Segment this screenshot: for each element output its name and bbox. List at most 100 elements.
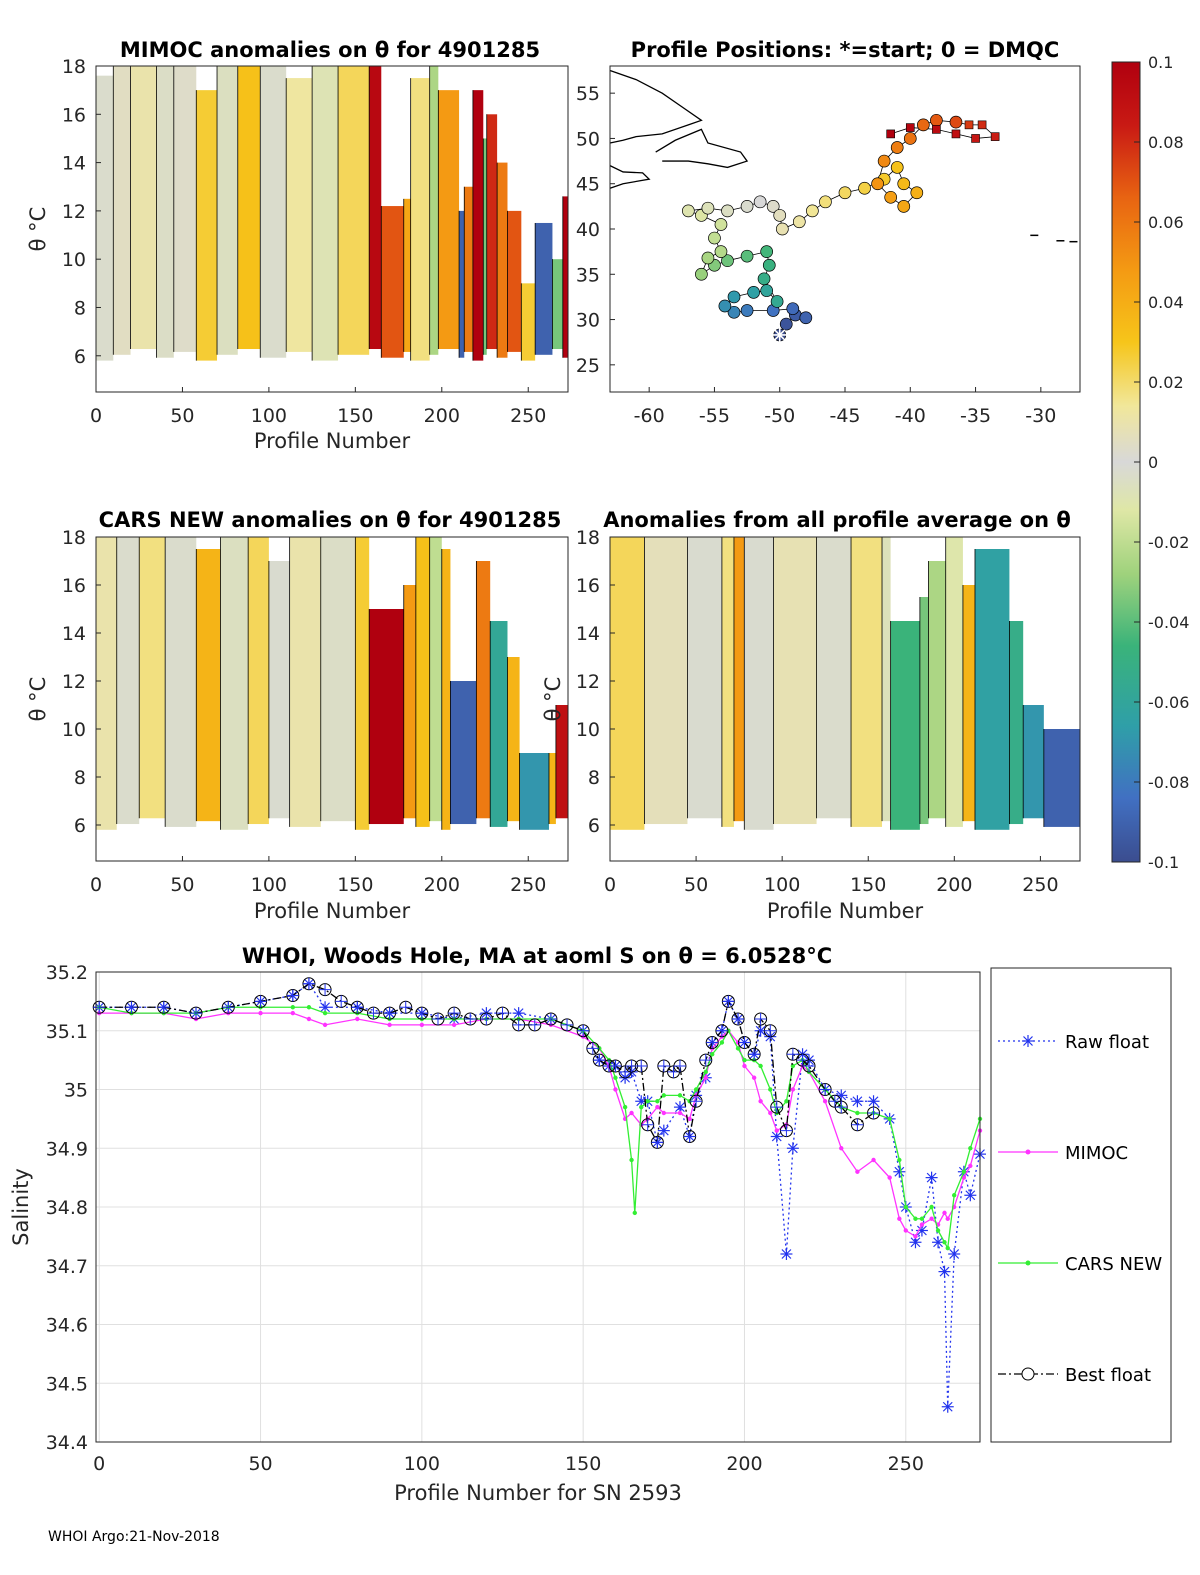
profile-position-marker xyxy=(708,231,721,245)
profile-position-marker xyxy=(714,245,728,258)
mimoc-anomaly-cell xyxy=(472,90,484,361)
cars-new-point xyxy=(935,1228,941,1233)
profile-position-marker xyxy=(910,186,924,200)
cars-new-point xyxy=(719,1040,725,1045)
mimoc-point xyxy=(290,1010,296,1016)
mimoc-point xyxy=(655,1104,660,1110)
cars-xtick-label: 150 xyxy=(337,874,373,896)
avg-anomaly-cell xyxy=(882,537,891,822)
map-ytick-label: 55 xyxy=(576,83,600,105)
mimoc-xtick-label: 150 xyxy=(337,405,373,427)
salinity-ytick-label: 34.5 xyxy=(46,1373,88,1395)
cars-new-point xyxy=(710,1052,715,1057)
coastline xyxy=(655,128,749,169)
mimoc-anomaly-cell xyxy=(237,66,261,350)
map-plot-area xyxy=(610,66,1080,392)
cars-ytick-label: 12 xyxy=(62,671,86,693)
mimoc-ylabel: θ °C xyxy=(26,207,50,252)
mimoc-anomaly-cell xyxy=(486,114,498,350)
cars-anomaly-cell xyxy=(268,561,290,819)
mimoc-anomaly-cell xyxy=(459,210,465,358)
profile-position-marker xyxy=(806,204,819,218)
profile-position-marker xyxy=(877,154,891,168)
colorbar: 0.1 0.08 0.06 0.04 0.02 0 -0.02 -0.04 -0.06 -0.08… xyxy=(1111,53,1189,872)
avg-ylabel: θ °C xyxy=(541,677,565,722)
mimoc-point xyxy=(942,1210,947,1216)
avg-ytick-label: 8 xyxy=(588,767,600,789)
cars-new-point xyxy=(693,1087,699,1092)
avg-axes-box xyxy=(609,536,1081,862)
mimoc-anomaly-cell xyxy=(403,198,411,352)
cars-ytick-label: 16 xyxy=(62,575,86,597)
profile-position-marker xyxy=(903,132,917,145)
profile-position-marker xyxy=(779,317,793,331)
raw-float-point xyxy=(894,1166,905,1177)
mimoc-anomaly-cell xyxy=(312,66,339,361)
mimoc-point xyxy=(913,1234,918,1239)
map-xtick-label: -60 xyxy=(634,405,665,427)
mimoc-anomaly-cell xyxy=(96,75,114,361)
salinity-axes-box xyxy=(95,971,981,1443)
cars-new-point xyxy=(929,1204,934,1210)
dmqc-position-marker xyxy=(932,125,941,134)
mimoc-point xyxy=(871,1157,876,1163)
profile-position-marker xyxy=(786,302,800,316)
profile-position-marker xyxy=(773,209,787,222)
mimoc-anomaly-cell xyxy=(507,210,522,352)
avg-ytick-label: 18 xyxy=(576,527,600,549)
map-xtick-label: -30 xyxy=(1025,405,1056,427)
legend-label-best-float: Best float xyxy=(1065,1365,1151,1386)
avg-title: Anomalies from all profile average on θ xyxy=(603,508,1071,532)
dmqc-position-marker xyxy=(964,120,974,130)
mimoc-anomaly-cell xyxy=(156,66,174,358)
dmqc-position-marker xyxy=(951,129,961,139)
mimoc-point xyxy=(703,1075,708,1080)
cars-ytick-label: 14 xyxy=(62,623,86,645)
mimoc-point xyxy=(839,1146,844,1151)
avg-anomaly-cell xyxy=(974,549,1010,830)
map-ytick-label: 30 xyxy=(576,310,600,332)
profile-position-marker xyxy=(770,295,784,308)
avg-xtick-label: 0 xyxy=(604,874,616,896)
cars-new-point xyxy=(919,1216,925,1221)
salinity-panel: WHOI, Woods Hole, MA at aoml S on θ = 6.… xyxy=(9,944,986,1505)
cars-anomaly-cell xyxy=(490,621,508,827)
profile-position-marker xyxy=(890,141,904,154)
cars-anomaly-cell xyxy=(96,537,117,830)
cars-anomaly-cell xyxy=(320,537,356,822)
salinity-xtick-label: 250 xyxy=(888,1453,924,1475)
salinity-ytick-label: 34.6 xyxy=(46,1315,88,1337)
raw-float-point xyxy=(781,1249,792,1259)
cars-anomaly-cell xyxy=(369,609,404,825)
mimoc-point xyxy=(661,1110,667,1116)
salinity-ytick-label: 34.9 xyxy=(46,1138,88,1160)
cars-new-point xyxy=(968,1146,973,1151)
raw-float-point xyxy=(868,1096,879,1107)
mimoc-ytick-label: 8 xyxy=(74,297,86,319)
cars-new-point xyxy=(322,1010,328,1016)
mimoc-anomaly-cell xyxy=(464,186,473,352)
profile-position-marker xyxy=(747,286,760,299)
colorbar-tick-label: 0.06 xyxy=(1148,213,1184,232)
avg-xtick-label: 150 xyxy=(850,874,886,896)
cars-anomaly-cell xyxy=(289,537,321,827)
profile-position-marker xyxy=(775,222,789,236)
avg-ytick-label: 14 xyxy=(576,623,600,645)
raw-float-point xyxy=(939,1266,950,1277)
cars-anomaly-cell xyxy=(415,537,430,827)
mimoc-xtick-label: 50 xyxy=(170,405,194,427)
avg-anomaly-cell xyxy=(733,537,745,822)
raw-float-point xyxy=(942,1401,953,1412)
raw-float-point xyxy=(771,1131,782,1142)
profile-position-marker xyxy=(721,204,734,218)
legend-label-raw-float: Raw float xyxy=(1065,1032,1149,1053)
mimoc-anomaly-cell xyxy=(521,283,536,361)
cars-new-point xyxy=(913,1216,918,1221)
salinity-xtick-label: 0 xyxy=(93,1453,105,1475)
map-xtick-label: -35 xyxy=(960,405,991,427)
cars-anomaly-cell xyxy=(165,537,197,827)
salinity-xtick-label: 200 xyxy=(726,1453,762,1475)
coastline xyxy=(609,69,703,144)
legend-marker-best-float xyxy=(1021,1367,1035,1381)
avg-xtick-label: 100 xyxy=(764,874,800,896)
